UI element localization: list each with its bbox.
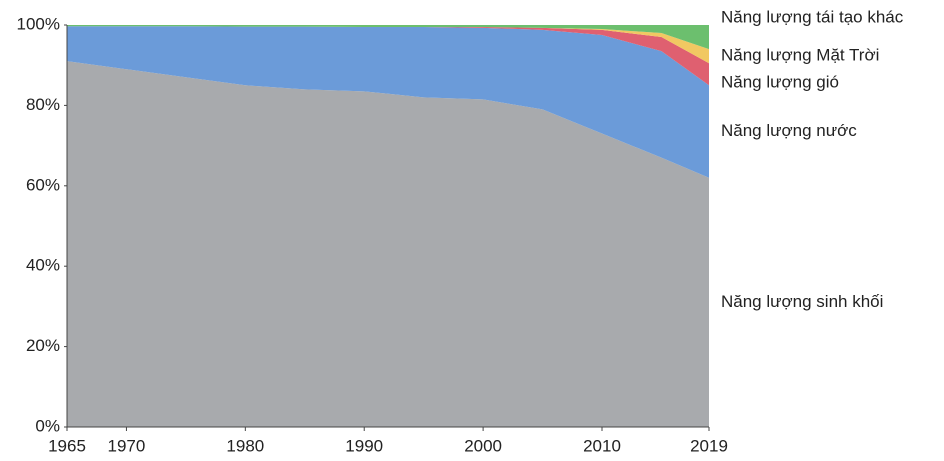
area — [67, 25, 709, 50]
x-tick-label: 1970 — [108, 436, 146, 455]
x-tick-label: 1990 — [345, 436, 383, 455]
legend-label: Năng lượng nước — [721, 121, 857, 140]
area — [67, 61, 709, 428]
x-tick-label: 2019 — [690, 436, 728, 455]
y-tick-label: 80% — [26, 95, 60, 114]
legend-label: Năng lượng Mặt Trời — [721, 46, 879, 65]
x-tick-label: 1965 — [48, 436, 86, 455]
y-tick-label: 100% — [17, 14, 60, 33]
legend-label: Năng lượng tái tạo khác — [721, 7, 904, 26]
x-tick-label: 1980 — [226, 436, 264, 455]
area — [67, 26, 709, 178]
y-tick-label: 0% — [35, 416, 60, 435]
y-tick-label: 20% — [26, 336, 60, 355]
x-tick-label: 2010 — [583, 436, 621, 455]
x-tick-label: 2000 — [464, 436, 502, 455]
legend-label: Năng lượng gió — [721, 73, 839, 92]
legend-label: Năng lượng sinh khối — [721, 292, 883, 311]
y-tick-label: 60% — [26, 175, 60, 194]
y-tick-label: 40% — [26, 256, 60, 275]
